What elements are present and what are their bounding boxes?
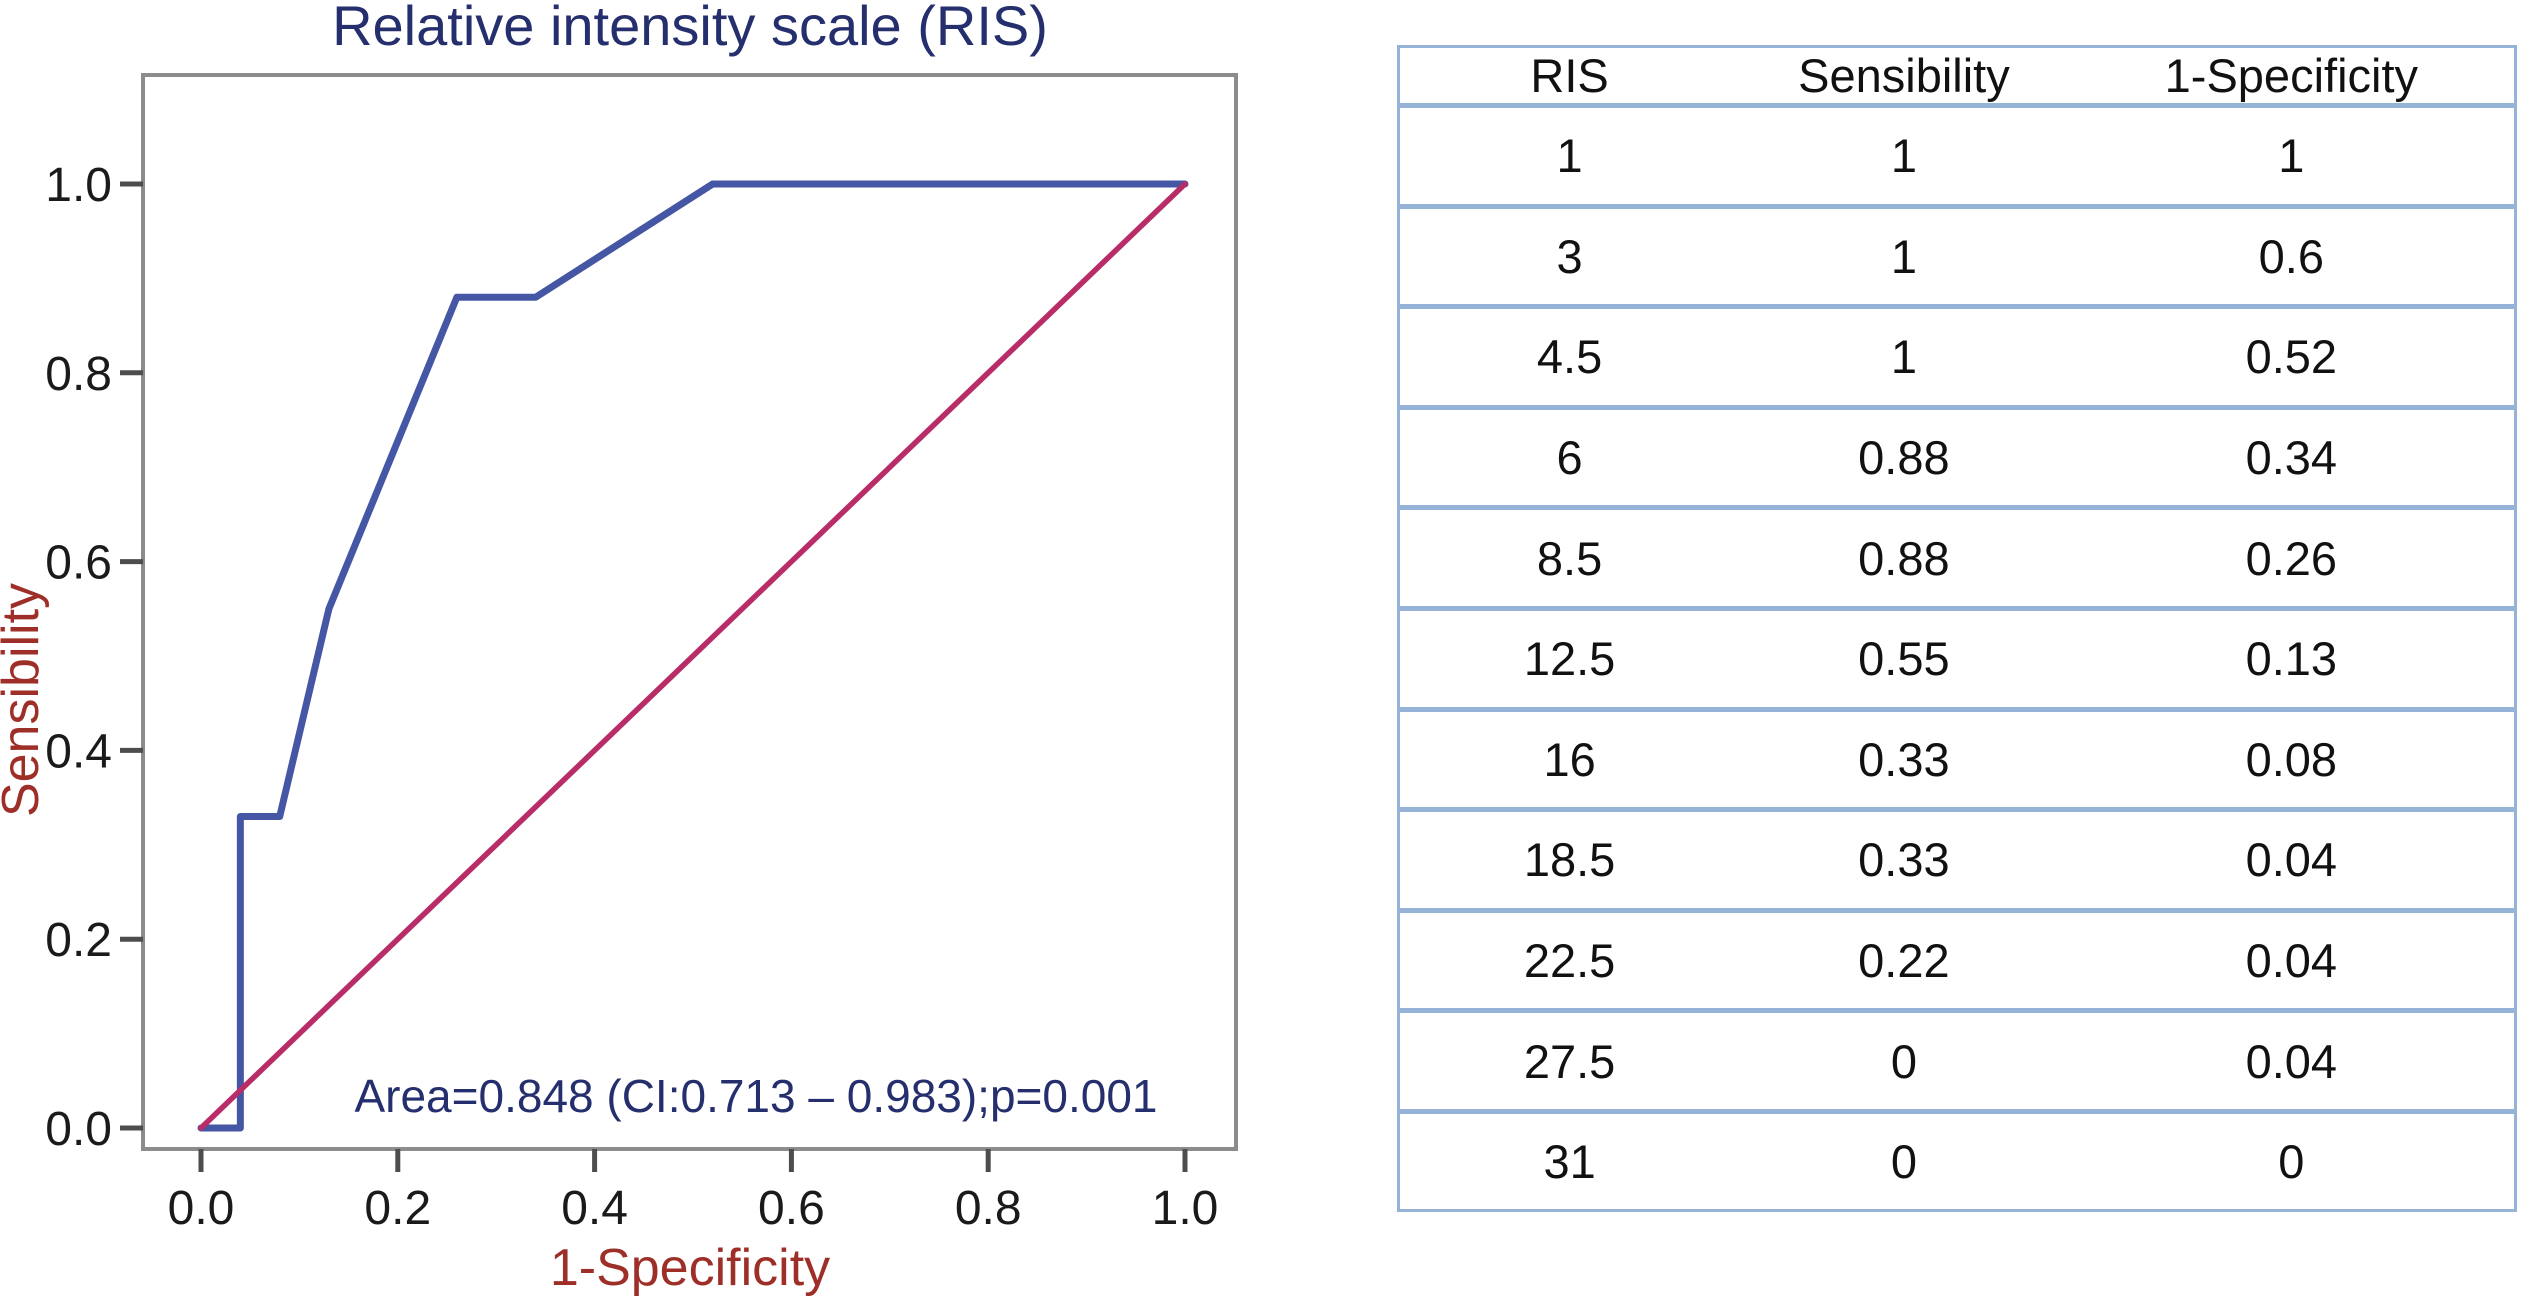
table-header-cell: 1-Specificity [2164,49,2419,102]
table-cell: 4.5 [1398,304,1740,408]
table-cell: 0 [1739,1108,2069,1211]
table-row: 16 0.33 0.08 [1398,706,2516,810]
roc-coordinates-table: RIS Sensibility 1-Specificity 1 1 1 3 1 0.6 4.5 1… [1397,45,2517,1212]
table-row: 8.5 0.88 0.26 [1398,505,2516,609]
reference-diagonal-line [198,181,1188,1131]
table-cell: 0.88 [1739,404,2069,508]
table-cell: 0.52 [2068,304,2516,408]
table-cell: 1 [2068,103,2516,207]
table-cell: 0.33 [1739,706,2069,810]
table-cell: 12.5 [1398,605,1740,710]
table-row: 31 0 0 [1398,1108,2516,1211]
table-cell: 0 [1739,1008,2069,1112]
table-cell: 0.04 [2068,907,2516,1011]
table-cell: 0.55 [1739,605,2069,710]
table-row: 12.5 0.55 0.13 [1398,605,2516,710]
table-cell: 0.88 [1739,505,2069,609]
table-cell: 27.5 [1398,1008,1740,1112]
table-row: 22.5 0.22 0.04 [1398,907,2516,1011]
table-cell: 0.34 [2068,404,2516,508]
y-tick-label: 0.4 [45,725,112,778]
table-cell: 31 [1398,1108,1740,1211]
plot-frame [141,73,1238,1151]
y-tick-label: 0.6 [45,537,112,590]
table-cell: 0.08 [2068,706,2516,810]
table-row: 6 0.88 0.34 [1398,404,2516,508]
chart-title: Relative intensity scale (RIS) [332,0,1048,57]
table-row: 27.5 0 0.04 [1398,1008,2516,1112]
table-cell: 1 [1739,304,2069,408]
table-cell: 6 [1398,404,1740,508]
table-header-cell: RIS [1530,49,1609,102]
y-tick-label: 1.0 [45,159,112,212]
table-cell: 0.6 [2068,203,2516,307]
table-cell: 8.5 [1398,505,1740,609]
x-axis-label: 1-Specificity [550,1239,830,1297]
y-tick-label: 0.8 [45,348,112,401]
roc-curve-line [197,180,1189,1132]
table-cell: 0.13 [2068,605,2516,710]
table-row: 4.5 1 0.52 [1398,304,2516,408]
table-cell: 0.04 [2068,1008,2516,1112]
roc-coordinates-table-wrap: RIS Sensibility 1-Specificity 1 1 1 3 1 0.6 4.5 1… [1397,45,2517,1212]
table-header-row: RIS Sensibility 1-Specificity [1399,47,2516,106]
x-tick-label: 0.2 [364,1182,431,1235]
y-tick-label: 0.2 [45,914,112,967]
chart-series [197,180,1189,1132]
table-cell: 1 [1739,203,2069,307]
auc-annotation: Area=0.848 (CI:0.713 – 0.983);p=0.001 [354,1070,1157,1122]
y-tick-label: 0.0 [45,1103,112,1156]
table-cell: 18.5 [1398,807,1740,911]
x-tick-label: 0.8 [955,1182,1022,1235]
table-cell: 0 [2068,1108,2516,1211]
table-cell: 1 [1739,103,2069,207]
roc-chart: 0.0 0.2 0.4 0.6 0.8 1.0 0.0 0.2 0.4 0.6 0.8 1.0 Re… [0,0,1238,1297]
x-tick-label: 0.0 [168,1182,235,1235]
table-row: 3 1 0.6 [1398,203,2516,307]
y-axis-ticks: 0.0 0.2 0.4 0.6 0.8 1.0 [45,159,143,1156]
table-cell: 0.26 [2068,505,2516,609]
table-cell: 16 [1398,706,1740,810]
table-cell: 3 [1398,203,1740,307]
x-tick-label: 0.6 [758,1182,825,1235]
table-cell: 1 [1398,103,1740,207]
x-tick-label: 0.4 [561,1182,628,1235]
table-cell: 0.04 [2068,807,2516,911]
table-cell: 0.22 [1739,907,2069,1011]
table-cell: 22.5 [1398,907,1740,1011]
x-axis-ticks: 0.0 0.2 0.4 0.6 0.8 1.0 [168,1149,1219,1235]
y-axis-label: Sensibility [0,583,50,817]
x-tick-label: 1.0 [1152,1182,1219,1235]
table-row: 18.5 0.33 0.04 [1398,807,2516,911]
table-cell: 0.33 [1739,807,2069,911]
table-header-cell: Sensibility [1798,49,2010,102]
